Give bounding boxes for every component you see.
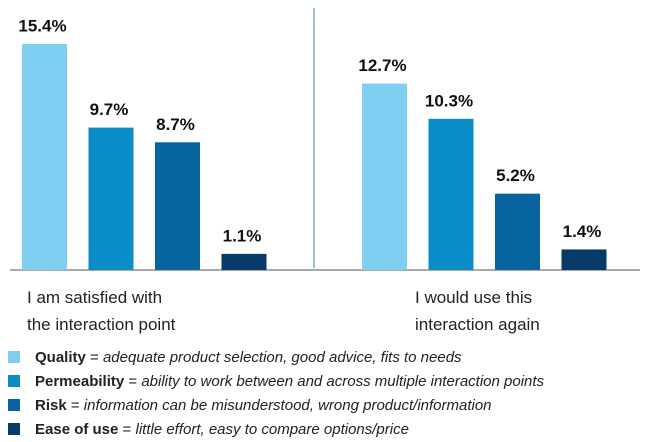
bar [88,127,134,270]
legend-description: information can be misunderstood, wrong … [83,397,492,414]
bar [221,253,267,270]
legend-item: Risk = information can be misunderstood,… [8,397,492,414]
bar [561,249,607,270]
data-label: 10.3% [425,91,473,110]
category-label: I am satisfied with the interaction poin… [27,288,176,334]
legend-name: Ease of use [35,421,119,438]
legend-description: little effort, easy to compare options/p… [135,421,409,438]
bar [495,193,540,270]
bar [428,118,474,271]
bar [155,142,200,270]
legend-swatch [8,351,20,363]
legend-name: Permeability [35,373,125,390]
legend-description: ability to work between and across multi… [141,373,545,390]
data-label: 1.1% [223,226,262,245]
legend-name: Risk [35,397,67,414]
category-label: I would use this interaction again [415,288,540,334]
data-label: 1.4% [563,222,602,241]
legend-item: Permeability = ability to work between a… [8,373,544,390]
legend-separator: = [122,421,132,438]
legend-swatch [8,375,20,387]
legend-item: Ease of use = little effort, easy to com… [8,421,409,438]
legend-separator: = [70,397,80,414]
legend-swatch [8,399,20,411]
data-label: 5.2% [496,166,535,185]
legend-description: adequate product selection, good advice,… [102,349,462,366]
legend-item: Quality = adequate product selection, go… [8,349,462,366]
legend-name: Quality [35,349,86,366]
bar [362,83,407,271]
bar [22,43,67,270]
legend-separator: = [128,373,138,390]
data-label: 12.7% [358,56,406,75]
data-label: 8.7% [156,115,195,134]
legend-separator: = [90,349,99,366]
data-label: 15.4% [18,16,66,35]
legend-swatch [8,423,20,435]
data-label: 9.7% [90,100,129,119]
